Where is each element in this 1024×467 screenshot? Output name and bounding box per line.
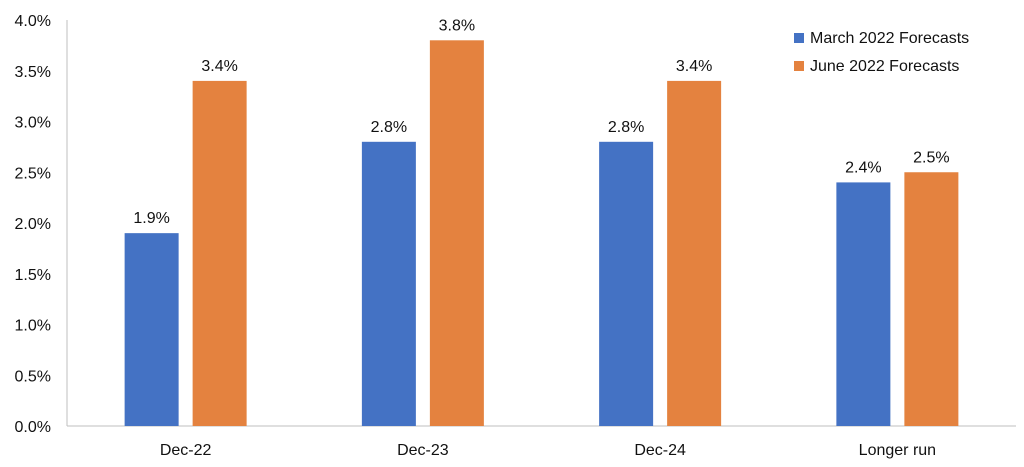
y-tick-label: 0.0% <box>15 419 51 436</box>
data-label: 2.4% <box>845 159 881 176</box>
x-tick-label: Dec-22 <box>160 442 212 459</box>
data-label: 3.8% <box>439 17 475 34</box>
legend-swatch <box>794 61 804 71</box>
bar <box>429 40 484 427</box>
data-label: 3.4% <box>676 58 712 75</box>
y-tick-label: 0.5% <box>15 368 51 385</box>
y-tick-label: 2.0% <box>15 216 51 233</box>
y-tick-label: 3.5% <box>15 64 51 81</box>
bar <box>192 80 247 427</box>
bar <box>361 141 416 427</box>
data-label: 3.4% <box>201 58 237 75</box>
bar <box>599 141 654 427</box>
x-tick-label: Dec-23 <box>397 442 449 459</box>
x-tick-label: Longer run <box>859 442 936 459</box>
y-axis: 0.0% 0.5% 1.0% 1.5% 2.0% 2.5% 3.0% 3.5% 4.0% <box>15 13 68 436</box>
bars <box>124 40 959 427</box>
bar <box>667 80 722 427</box>
data-label: 2.5% <box>913 149 949 166</box>
bar <box>124 233 179 426</box>
x-axis: Dec-22 Dec-23 Dec-24 Longer run <box>67 425 1016 459</box>
x-tick-label: Dec-24 <box>634 442 686 459</box>
legend-label: June 2022 Forecasts <box>810 58 959 75</box>
data-label: 1.9% <box>133 210 169 227</box>
data-label: 2.8% <box>608 119 644 136</box>
y-tick-label: 2.5% <box>15 165 51 182</box>
y-tick-label: 3.0% <box>15 115 51 132</box>
y-tick-label: 4.0% <box>15 13 51 30</box>
legend: March 2022 Forecasts June 2022 Forecasts <box>794 30 969 75</box>
y-tick-label: 1.5% <box>15 267 51 284</box>
legend-label: March 2022 Forecasts <box>810 30 969 47</box>
data-labels: 1.9% 3.4% 2.8% 3.8% 2.8% 3.4% 2.4% 2.5% <box>133 17 949 227</box>
legend-swatch <box>794 33 804 43</box>
y-tick-label: 1.0% <box>15 318 51 335</box>
data-label: 2.8% <box>371 119 407 136</box>
bar <box>904 172 959 426</box>
bar <box>836 182 891 426</box>
